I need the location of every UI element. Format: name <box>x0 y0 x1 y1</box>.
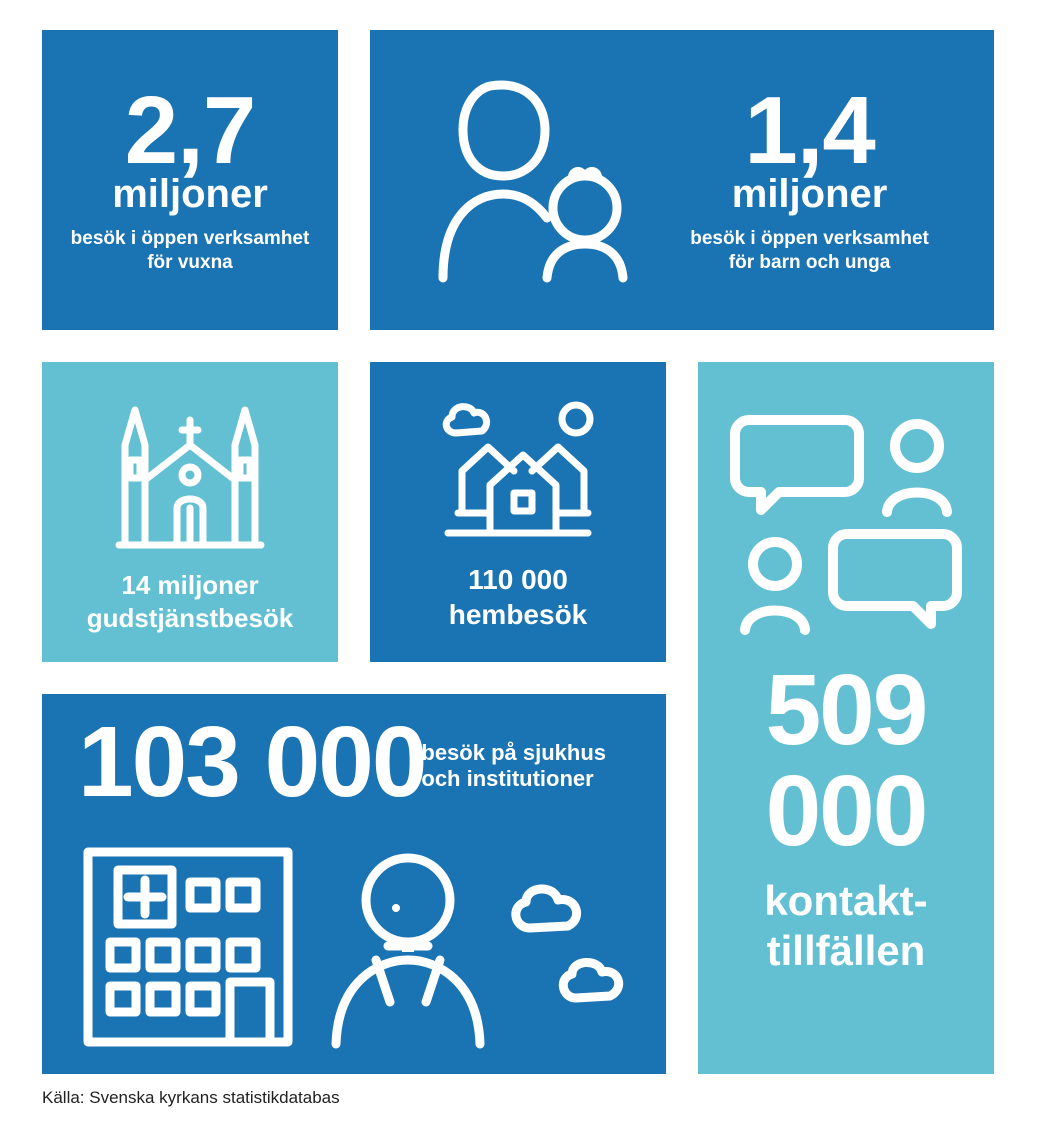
stat-desc-2: och institutioner <box>421 766 606 792</box>
stat-number: 103 000 <box>78 712 425 812</box>
tile-hospital-visits: 103 000 besök på sjukhus och institution… <box>42 694 666 1074</box>
infographic-grid: 2,7 miljoner besök i öppen verksamhet fö… <box>42 30 998 1074</box>
chat-people-icon <box>731 402 961 637</box>
source-text: Källa: Svenska kyrkans statistikdatabas <box>42 1088 998 1108</box>
hospital-person-icon <box>78 822 638 1057</box>
stat-desc-2: för barn och unga <box>729 251 891 275</box>
adult-child-icon <box>435 68 645 293</box>
stat-label-1: kontakt- <box>764 879 927 923</box>
tile-adult-visits: 2,7 miljoner besök i öppen verksamhet fö… <box>42 30 338 330</box>
stat-label-2: tillfällen <box>767 929 926 973</box>
stat-line-1: 110 000 <box>468 562 568 597</box>
stat-desc-1: besök i öppen verksamhet <box>690 227 929 251</box>
stat-desc-1: besök i öppen verksamhet <box>71 227 310 251</box>
stat-line-1: 14 miljoner <box>121 569 258 602</box>
tile-service-visits: 14 miljoner gudstjänstbesök <box>42 362 338 662</box>
stat-unit: miljoner <box>112 172 268 217</box>
stat-number: 1,4 <box>744 85 874 176</box>
tile-home-visits: 110 000 hembesök <box>370 362 666 662</box>
tile-children-visits: 1,4 miljoner besök i öppen verksamhet fö… <box>370 30 994 330</box>
home-icon <box>428 393 608 548</box>
stat-desc-1: besök på sjukhus <box>421 740 606 766</box>
stat-desc-2: för vuxna <box>147 251 233 275</box>
stat-unit: miljoner <box>732 172 888 217</box>
tile-contacts: 509 000 kontakt- tillfällen <box>698 362 994 1074</box>
stat-number: 2,7 <box>125 85 255 176</box>
stat-num-1: 509 <box>766 663 927 758</box>
stat-line-2: gudstjänstbesök <box>87 602 294 635</box>
stat-num-2: 000 <box>766 764 927 859</box>
church-icon <box>105 390 275 555</box>
stat-line-2: hembesök <box>449 597 588 632</box>
